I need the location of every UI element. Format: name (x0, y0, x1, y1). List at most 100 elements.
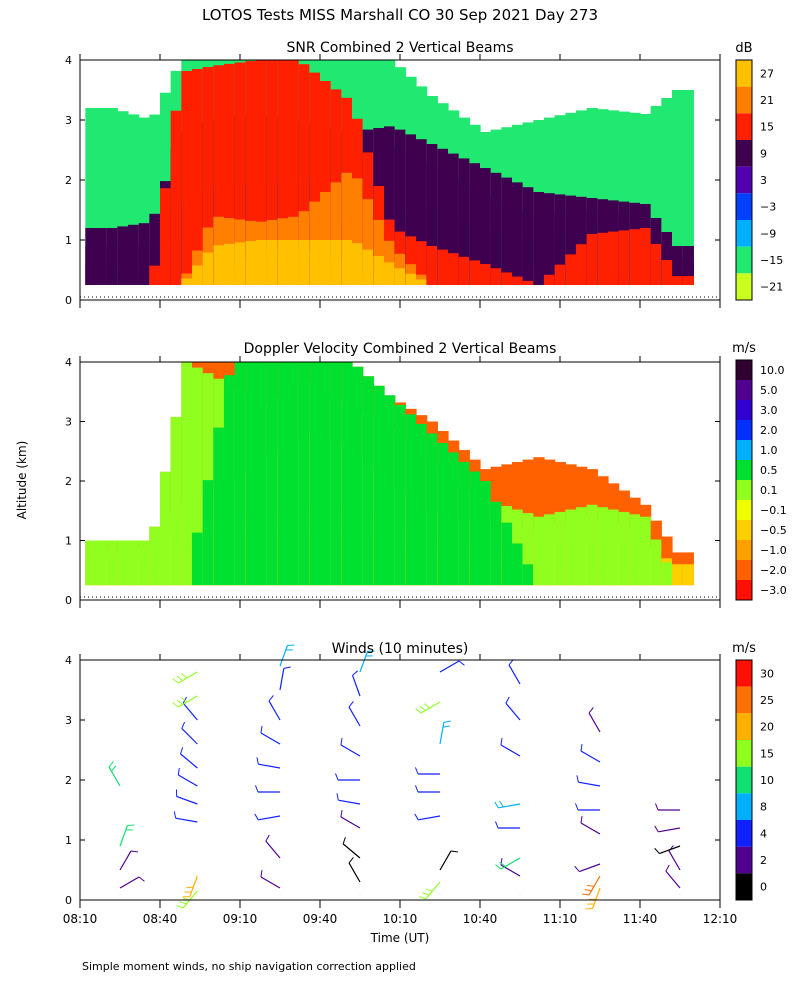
doppler-colorbar-swatch (736, 360, 752, 380)
snr-colorbar-label: 9 (760, 147, 767, 160)
wind-barb (177, 796, 198, 804)
wind-barb-flag (261, 870, 262, 877)
wind-barb-flag (575, 803, 578, 810)
wind-barb (418, 816, 440, 820)
field-cell (128, 225, 139, 285)
x-tick-label: 12:10 (703, 912, 738, 926)
field-cell (341, 262, 352, 285)
doppler-field (85, 362, 694, 585)
winds-y-tick-label: 0 (65, 894, 72, 907)
field-cell (213, 428, 224, 586)
wind-barb-flag (352, 671, 357, 676)
wind-barb-flag (581, 816, 582, 823)
field-cell (629, 229, 640, 285)
field-cell (213, 281, 224, 285)
field-cell (427, 433, 438, 585)
field-cell (277, 362, 288, 585)
wind-barb-flag (337, 793, 338, 800)
field-cell (107, 541, 118, 586)
snr-title: SNR Combined 2 Vertical Beams (286, 40, 513, 56)
wind-barb-flag (577, 775, 578, 782)
field-cell (245, 258, 256, 285)
doppler-colorbar-label: −2.0 (760, 564, 787, 577)
x-tick-label: 10:10 (383, 912, 418, 926)
wind-barb-flag (109, 761, 113, 766)
field-cell (437, 250, 448, 285)
field-cell (501, 272, 512, 285)
wind-barbs (109, 645, 680, 909)
field-cell (555, 265, 566, 285)
field-cell (139, 223, 150, 285)
field-cell (533, 192, 544, 285)
field-cell (320, 255, 331, 285)
wind-barb-flag (655, 826, 659, 832)
winds-colorbar-label: 4 (760, 827, 767, 840)
wind-barb-flag (501, 738, 502, 745)
field-cell (309, 251, 320, 285)
wind-barb-flag (415, 767, 418, 774)
x-tick-label: 10:40 (463, 912, 498, 926)
field-cell (363, 272, 374, 285)
wind-barb-flag (182, 722, 185, 728)
winds-frame (80, 660, 720, 900)
wind-barb-flag (581, 744, 582, 751)
wind-barb-flag (506, 697, 509, 703)
doppler-colorbar-swatch (736, 520, 752, 540)
field-cell (608, 510, 619, 586)
field-cell (469, 471, 480, 585)
x-tick-label: 08:10 (63, 912, 98, 926)
wind-barb (120, 825, 128, 846)
wind-barb-flag (655, 803, 658, 810)
field-cell (416, 279, 427, 285)
snr-y-tick-label: 1 (65, 234, 72, 247)
doppler-colorbar-swatch (736, 400, 752, 420)
field-cell (597, 233, 608, 285)
field-cell (117, 226, 128, 285)
snr-colorbar-label: 21 (760, 94, 774, 107)
wind-barb (341, 817, 360, 828)
snr-colorbar-swatch (736, 193, 752, 220)
field-cell (363, 376, 374, 585)
figure-title: LOTOS Tests MISS Marshall CO 30 Sep 2021… (202, 6, 598, 24)
winds-colorbar-swatch (736, 847, 752, 874)
wind-barb-flag (266, 835, 269, 841)
field-cell (661, 562, 672, 585)
field-cell (331, 259, 342, 285)
field-cell (640, 517, 651, 585)
wind-barb (352, 675, 360, 696)
wind-barb-flag (269, 695, 273, 700)
field-cell (203, 480, 214, 585)
doppler-colorbar-swatch (736, 460, 752, 480)
doppler-colorbar-swatch (736, 480, 752, 500)
wind-barb-flag (139, 877, 144, 881)
snr-colorbar-swatch (736, 273, 752, 300)
snr-y-tick-label: 3 (65, 114, 72, 127)
wind-barb (178, 696, 197, 707)
winds-colorbar-label: 8 (760, 801, 767, 814)
field-cell (117, 541, 128, 586)
doppler-colorbar-label: 3.0 (760, 404, 778, 417)
wind-barb (258, 764, 280, 768)
field-cell (544, 275, 555, 285)
field-cell (171, 111, 182, 285)
doppler-colorbar-label: 2.0 (760, 424, 778, 437)
wind-barb (426, 882, 440, 899)
field-cell (501, 178, 512, 285)
x-tick-label: 09:10 (223, 912, 258, 926)
wind-barb (421, 702, 440, 713)
winds-colorbar-swatch (736, 767, 752, 794)
field-cell (491, 268, 502, 285)
field-cell (427, 246, 438, 285)
snr-colorbar-label: 15 (760, 121, 774, 134)
field-cell (160, 472, 171, 585)
field-cell (235, 362, 246, 585)
field-cell (171, 417, 182, 585)
field-cell (299, 248, 310, 285)
winds-y-tick-label: 3 (65, 714, 72, 727)
winds-colorbar-swatch (736, 740, 752, 767)
snr-y-tick-label: 2 (65, 174, 72, 187)
wind-barb-flag (349, 857, 353, 862)
wind-barb-flag (451, 851, 458, 852)
wind-barb (190, 876, 198, 897)
wind-barb-flag (459, 661, 464, 665)
